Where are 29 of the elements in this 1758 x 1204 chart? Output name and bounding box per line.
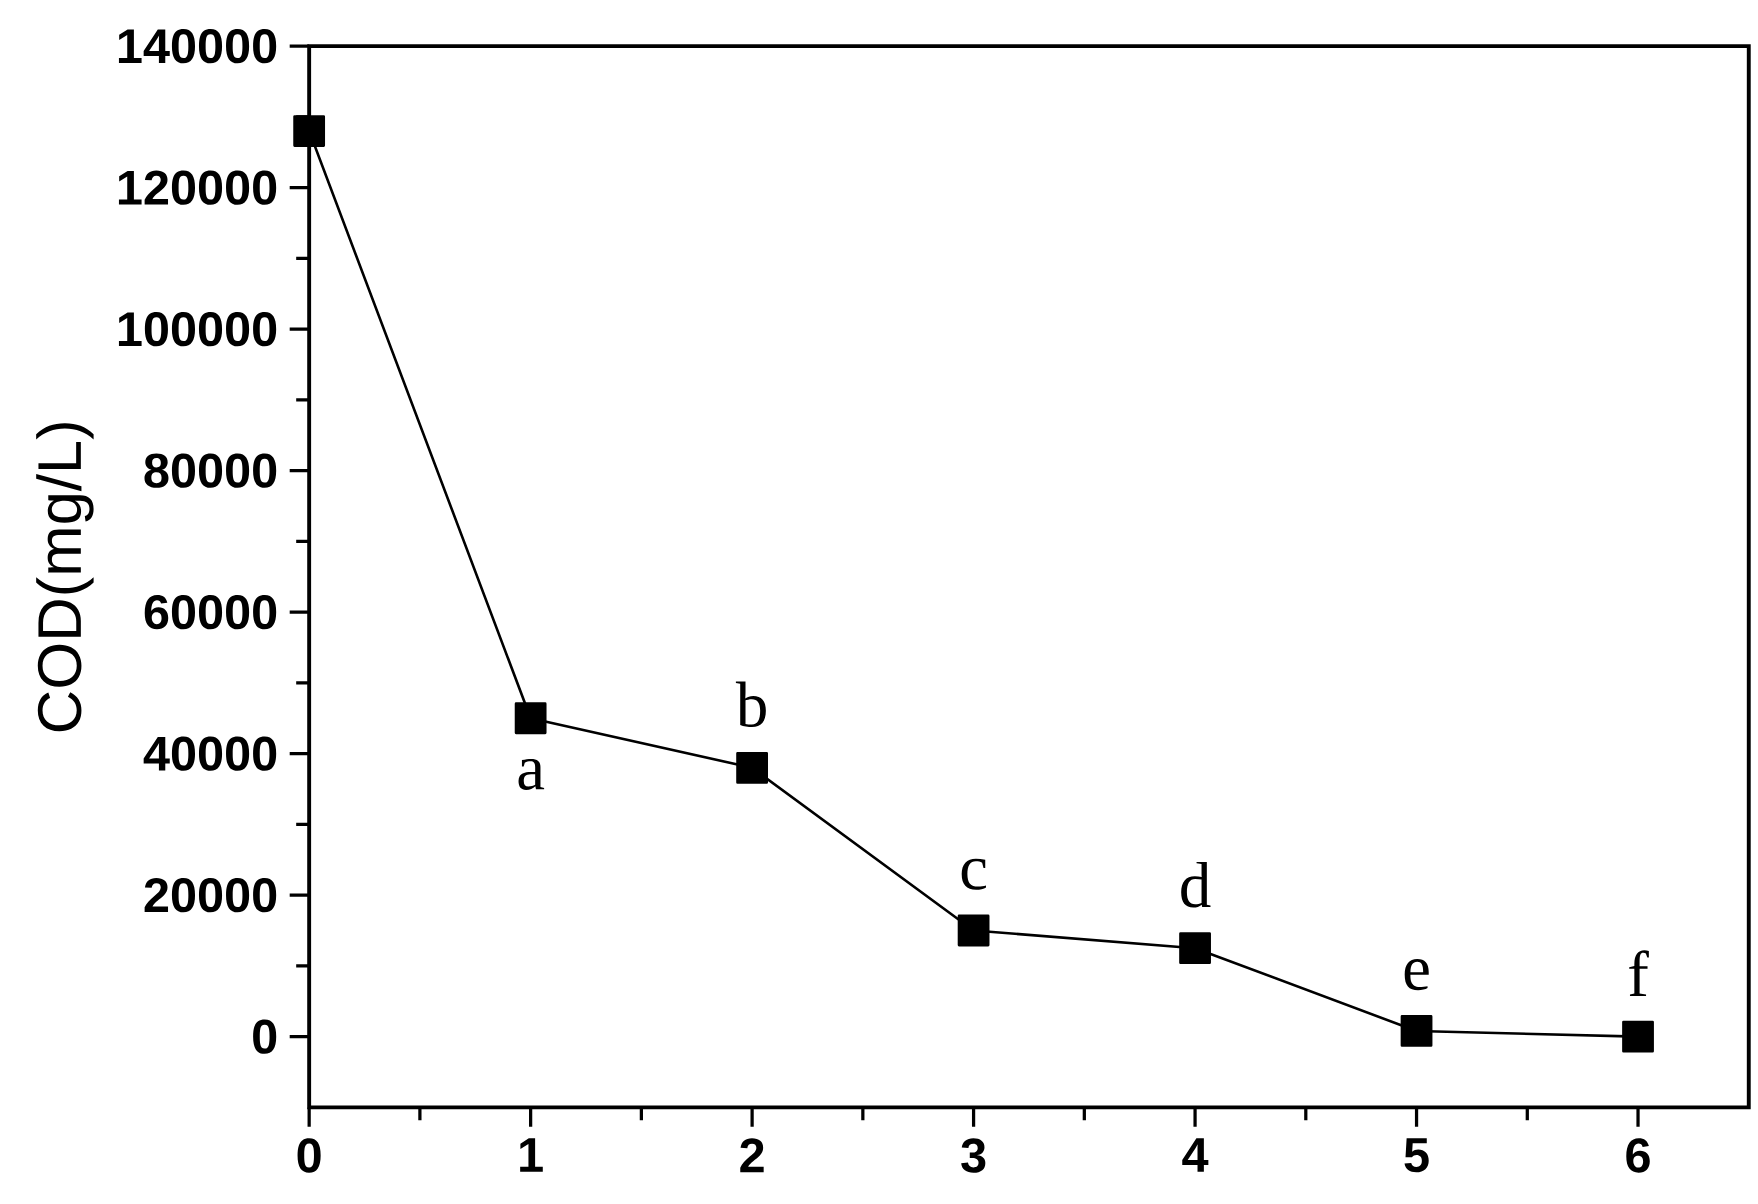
annotation: f [1629, 950, 1649, 996]
annotation: b [735, 681, 766, 727]
y-tick-label: 0 [253, 1019, 277, 1054]
point [1622, 1020, 1654, 1053]
point [736, 751, 769, 784]
x-tick-label: 2 [740, 1138, 764, 1173]
point [1179, 932, 1211, 964]
x-tick-label: 1 [520, 1138, 543, 1172]
x-tick-label: 5 [1404, 1138, 1429, 1173]
y-tick-label: 20000 [144, 877, 277, 913]
x-tick-label: 0 [297, 1138, 321, 1173]
y-tick-label: 40000 [143, 736, 277, 771]
annotation: e [1404, 958, 1429, 991]
x-tick-label: 4 [1182, 1138, 1209, 1172]
point [514, 702, 547, 735]
y-tick-label: 80000 [144, 453, 277, 488]
annotation: a [518, 758, 545, 790]
y-tick-label: 60000 [144, 594, 277, 630]
point [1400, 1014, 1433, 1047]
x-tick-label: 6 [1626, 1138, 1650, 1173]
annotation: d [1181, 861, 1211, 908]
x-tick-label: 3 [961, 1138, 986, 1173]
y-tick-label: 120000 [118, 170, 277, 205]
y-tick-label: 140000 [118, 28, 277, 64]
y-axis-title: COD(mg/L) [36, 422, 94, 732]
annotation: c [961, 858, 986, 890]
y-tick-label: 100000 [118, 311, 277, 347]
point [293, 115, 326, 147]
point [957, 914, 990, 947]
